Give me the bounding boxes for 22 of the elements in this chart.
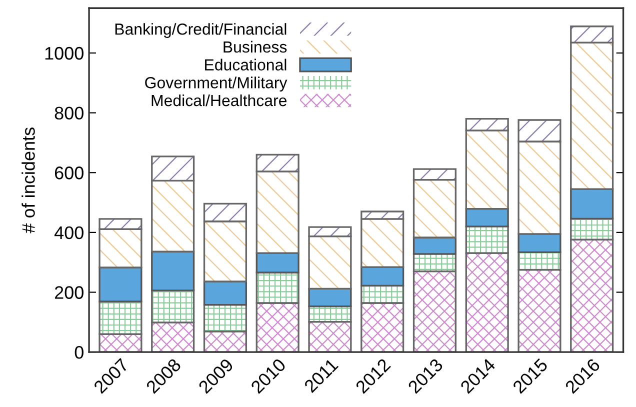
legend-label: Medical/Healthcare	[152, 94, 287, 106]
bar	[308, 288, 352, 308]
y-tick-label: 800	[54, 106, 84, 120]
bar	[151, 250, 195, 292]
legend-label: Educational	[205, 58, 286, 71]
bar	[98, 266, 142, 302]
y-axis-title: # of incidents	[22, 128, 35, 234]
legend-label: Banking/Credit/Financial	[115, 23, 286, 38]
bar	[360, 266, 404, 286]
legend-label: Government/Military	[145, 76, 288, 92]
bar	[570, 188, 614, 220]
bar	[518, 233, 562, 254]
bar	[256, 252, 300, 274]
y-tick-label: 1000	[45, 46, 84, 60]
y-tick-label: 400	[54, 226, 84, 240]
y-tick-label: 0	[74, 346, 84, 359]
bar	[465, 208, 509, 228]
bar	[203, 280, 248, 306]
legend-label: Business	[224, 40, 287, 53]
bar	[412, 236, 457, 255]
y-tick-label: 600	[54, 166, 84, 180]
y-tick-label: 200	[54, 286, 84, 299]
